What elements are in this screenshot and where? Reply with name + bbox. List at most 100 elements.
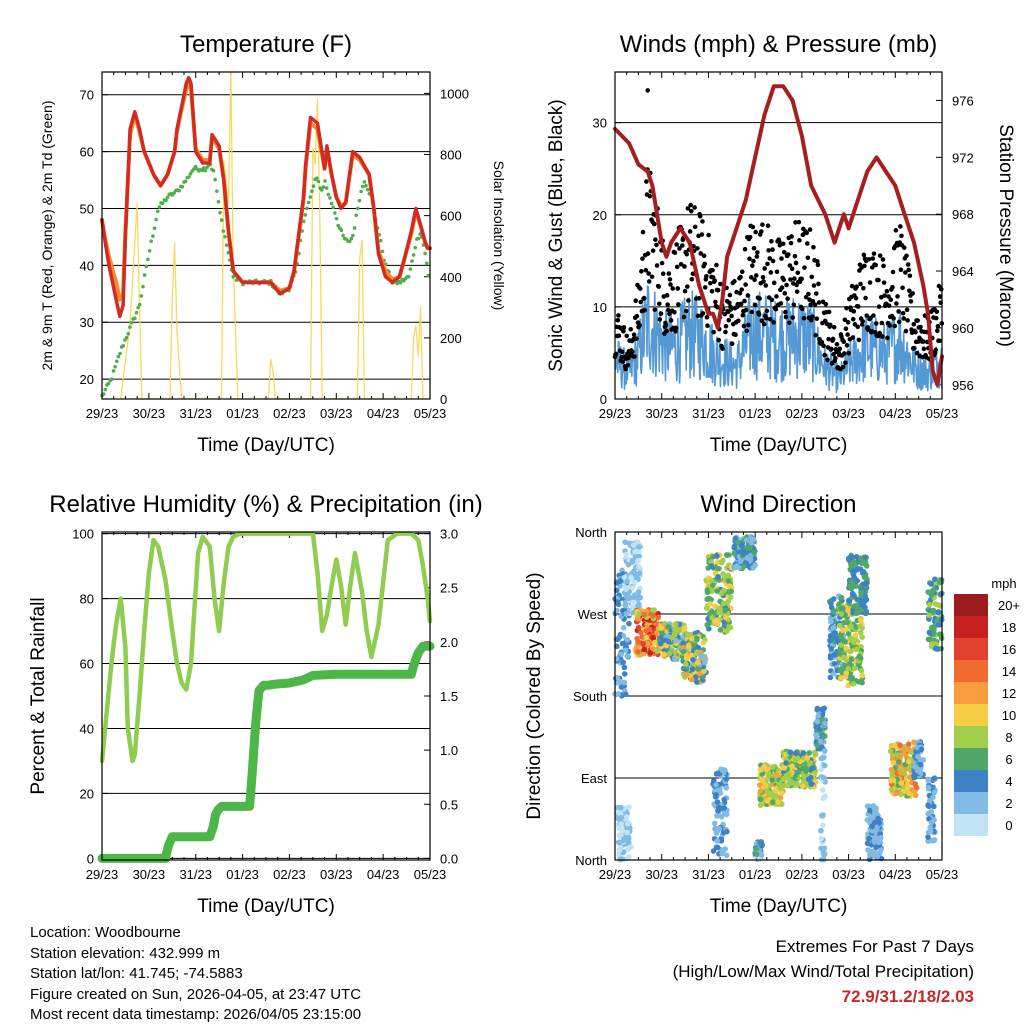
gust-point — [896, 319, 902, 325]
gust-point — [632, 354, 637, 359]
wind-direction-point — [934, 646, 941, 652]
extremes-title: Extremes For Past 7 Days — [775, 937, 974, 956]
gust-point — [886, 303, 892, 308]
y-tick-label: South — [573, 689, 607, 704]
gust-point — [641, 295, 647, 301]
gust-point — [727, 300, 732, 306]
gust-point — [904, 253, 909, 259]
wind-direction-point — [753, 851, 760, 858]
gust-point — [634, 336, 639, 341]
gust-point — [706, 232, 711, 238]
gust-point — [654, 242, 659, 248]
x-tick-label: 04/23 — [367, 867, 400, 882]
gust-point — [781, 277, 787, 283]
wind-direction-point — [759, 776, 765, 783]
dewpoint-point — [334, 216, 339, 221]
wind-direction-point — [724, 552, 730, 558]
wind-direction-point — [773, 788, 779, 794]
wind-direction-point — [629, 584, 636, 591]
wind-direction-point — [709, 587, 716, 594]
gust-point — [933, 315, 939, 321]
dewpoint-point — [111, 369, 116, 373]
dewpoint-point — [136, 305, 140, 310]
wind-direction-point — [820, 754, 827, 761]
x-tick-label: 02/23 — [786, 406, 819, 421]
wind-direction-point — [898, 791, 904, 798]
y-tick-label: 20 — [593, 208, 607, 223]
gust-point — [862, 263, 867, 269]
wind-direction-point — [694, 650, 700, 657]
wind-direction-point — [636, 548, 642, 555]
wind-direction-point — [930, 794, 936, 801]
wind-direction-point — [635, 624, 642, 631]
gust-point — [701, 253, 707, 259]
x-tick-label: 05/23 — [414, 406, 447, 421]
wind-direction-point — [631, 594, 637, 601]
wind-direction-point — [720, 557, 726, 564]
wind-direction-point — [661, 651, 667, 658]
gust-point — [802, 265, 807, 270]
wind-direction-point — [822, 720, 828, 727]
gust-point — [644, 179, 649, 184]
wind-direction-point — [847, 648, 854, 655]
wind-direction-point — [830, 608, 836, 615]
wind-direction-point — [930, 607, 937, 614]
x-axis-label: Time (Day/UTC) — [710, 896, 848, 917]
gust-point — [876, 277, 881, 283]
wind-direction-point — [897, 754, 904, 760]
wind-direction-point — [854, 566, 860, 573]
wind-direction-point — [624, 636, 631, 643]
gust-point — [727, 292, 733, 298]
dewpoint-point — [152, 226, 157, 231]
dewpoint-point — [216, 199, 221, 204]
gust-point — [768, 270, 774, 275]
wind-direction-point — [861, 574, 868, 580]
wind-direction-point — [721, 573, 728, 580]
wind-direction-point — [621, 671, 628, 677]
wind-direction-point — [718, 837, 725, 844]
x-tick-label: 01/23 — [739, 406, 772, 421]
plot-frame — [101, 531, 431, 861]
wind-direction-point — [632, 579, 638, 586]
wind-direction-point — [623, 586, 629, 592]
dewpoint-point — [187, 175, 191, 179]
gust-point — [728, 307, 734, 312]
wind-direction-point — [646, 626, 653, 633]
dewpoint-point — [339, 228, 344, 233]
wind-direction-point — [859, 560, 865, 567]
wind-direction-point — [870, 836, 877, 842]
x-tick-label: 29/23 — [86, 406, 119, 421]
gust-point — [834, 341, 840, 347]
wind-direction-point — [747, 556, 754, 563]
gust-point — [748, 275, 754, 280]
wind-direction-point — [789, 763, 795, 769]
wind-direction-point — [815, 712, 822, 719]
gust-point — [898, 267, 904, 273]
wind-direction-point — [901, 750, 907, 756]
wind-direction-point — [724, 828, 730, 835]
wind-direction-point — [814, 742, 820, 748]
colorbar-label: 12 — [1002, 686, 1016, 701]
dewpoint-point — [146, 257, 150, 262]
gust-point — [877, 253, 883, 258]
gust-point — [912, 345, 917, 351]
wind-direction-point — [864, 580, 870, 586]
gust-point — [619, 349, 625, 355]
gust-point — [882, 293, 887, 298]
gust-point — [707, 280, 713, 286]
wind-direction-point — [689, 666, 696, 672]
wind-direction-point — [695, 666, 701, 672]
wind-direction-point — [717, 790, 724, 796]
wind-direction-point — [925, 802, 931, 809]
gust-point — [799, 276, 804, 282]
wind-direction-point — [748, 539, 755, 546]
x-tick-label: 01/23 — [739, 867, 772, 882]
wind-direction-point — [747, 544, 753, 551]
wind-direction-point — [617, 832, 624, 839]
wind-direction-panel: Wind Direction 29/23 30/23 31/23 01/23 02/23 0… — [524, 491, 1020, 917]
wind-direction-point — [703, 605, 710, 611]
gust-point — [887, 323, 892, 328]
gust-point — [870, 256, 876, 261]
gust-point — [879, 320, 885, 326]
wind-direction-point — [837, 642, 844, 648]
